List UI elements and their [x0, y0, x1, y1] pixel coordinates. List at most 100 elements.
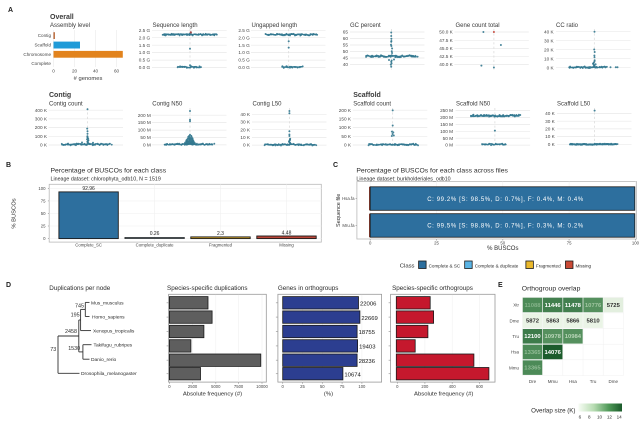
svg-text:Xtr: Xtr — [513, 303, 519, 308]
svg-text:100: 100 — [38, 186, 46, 191]
svg-text:0.0 G: 0.0 G — [139, 65, 151, 70]
svg-text:Hsa: Hsa — [569, 379, 577, 384]
svg-text:2.5 G: 2.5 G — [139, 28, 151, 33]
svg-text:0: 0 — [52, 69, 55, 74]
svg-text:400 K: 400 K — [35, 108, 48, 113]
svg-text:45: 45 — [343, 56, 349, 61]
svg-text:100: 100 — [632, 240, 640, 245]
svg-text:40 K: 40 K — [545, 111, 556, 116]
svg-text:14: 14 — [617, 415, 623, 420]
svg-text:40: 40 — [343, 62, 349, 67]
svg-text:Overlap size (K): Overlap size (K) — [531, 408, 575, 415]
svg-text:Genes in orthogroups: Genes in orthogroups — [278, 285, 339, 292]
svg-text:Complete_SC: Complete_SC — [75, 242, 102, 247]
svg-text:2.0 G: 2.0 G — [139, 35, 151, 40]
svg-text:10 K: 10 K — [240, 135, 251, 140]
svg-text:75: 75 — [41, 199, 46, 204]
svg-text:Drosophila_melanogaster: Drosophila_melanogaster — [81, 371, 137, 377]
svg-text:0: 0 — [43, 236, 46, 241]
svg-text:65: 65 — [343, 30, 349, 35]
svg-text:Mus_musculus: Mus_musculus — [91, 300, 124, 306]
svg-text:10776: 10776 — [585, 303, 602, 309]
svg-text:Sequence length: Sequence length — [153, 23, 198, 29]
svg-text:22006: 22006 — [360, 302, 377, 308]
svg-text:# genomes: # genomes — [74, 76, 103, 82]
svg-text:11446: 11446 — [545, 303, 562, 309]
svg-text:5863: 5863 — [546, 319, 560, 325]
svg-text:55: 55 — [343, 43, 349, 48]
svg-text:100 K: 100 K — [35, 134, 48, 139]
svg-text:0: 0 — [369, 240, 372, 245]
svg-text:Dre: Dre — [529, 379, 537, 384]
svg-text:% BUSCOs: % BUSCOs — [487, 246, 518, 252]
svg-text:0 M: 0 M — [445, 143, 453, 148]
svg-text:2.5 G: 2.5 G — [238, 28, 250, 33]
svg-text:50 M: 50 M — [443, 136, 454, 141]
svg-text:150 K: 150 K — [339, 117, 352, 122]
svg-text:0 K: 0 K — [548, 142, 556, 147]
svg-text:1.5 G: 1.5 G — [238, 43, 250, 48]
svg-text:Complete_duplicate: Complete_duplicate — [136, 242, 175, 247]
svg-text:200 M: 200 M — [138, 113, 151, 118]
svg-text:150 M: 150 M — [138, 120, 151, 125]
svg-text:Tru: Tru — [590, 379, 597, 384]
svg-text:100: 100 — [358, 384, 366, 389]
svg-text:GC percent: GC percent — [350, 23, 381, 29]
svg-text:6: 6 — [579, 415, 582, 420]
svg-text:Class: Class — [400, 263, 415, 269]
svg-text:12100: 12100 — [524, 334, 541, 340]
svg-text:Contig: Contig — [49, 92, 71, 99]
svg-text:Missing: Missing — [576, 263, 592, 268]
svg-text:10984: 10984 — [565, 334, 582, 340]
svg-text:0.5 G: 0.5 G — [238, 58, 250, 63]
svg-text:Contig count: Contig count — [49, 102, 83, 108]
svg-text:12: 12 — [607, 415, 613, 420]
svg-text:25: 25 — [434, 240, 439, 245]
svg-text:C: 99.5% [S: 98.8%, D: 0.7%],: C: 99.5% [S: 98.8%, D: 0.7%], F: 0.3%, M… — [427, 224, 584, 230]
svg-text:Takifugu_rubripes: Takifugu_rubripes — [94, 343, 133, 349]
svg-text:Hsa.fa: Hsa.fa — [342, 196, 355, 201]
svg-text:Chromosome: Chromosome — [23, 52, 51, 57]
svg-text:10000: 10000 — [256, 384, 268, 389]
svg-text:30 K: 30 K — [545, 119, 556, 124]
svg-text:5810: 5810 — [587, 319, 601, 325]
svg-text:Scaffold: Scaffold — [353, 92, 381, 99]
svg-text:Orthogroup overlap: Orthogroup overlap — [522, 286, 581, 293]
svg-text:Scaffold count: Scaffold count — [353, 102, 391, 108]
svg-text:600: 600 — [476, 384, 484, 389]
svg-text:Contig L50: Contig L50 — [253, 102, 283, 108]
svg-text:Contig: Contig — [38, 33, 52, 38]
svg-text:Sequence file: Sequence file — [336, 194, 342, 227]
svg-text:7500: 7500 — [234, 384, 244, 389]
svg-text:200 M: 200 M — [440, 115, 453, 120]
svg-text:73: 73 — [50, 347, 56, 353]
svg-text:50: 50 — [320, 384, 325, 389]
svg-text:0.0 G: 0.0 G — [238, 65, 250, 70]
svg-text:Absolute frequency (#): Absolute frequency (#) — [414, 392, 473, 398]
svg-text:40 K: 40 K — [240, 112, 251, 117]
svg-text:11088: 11088 — [524, 303, 541, 309]
svg-text:2.0 G: 2.0 G — [238, 35, 250, 40]
svg-text:4.48: 4.48 — [282, 230, 292, 236]
svg-text:50: 50 — [343, 49, 349, 54]
svg-text:47.5 K: 47.5 K — [439, 38, 453, 43]
svg-text:0: 0 — [282, 384, 285, 389]
svg-text:150 M: 150 M — [440, 122, 453, 127]
svg-text:C: C — [333, 162, 338, 169]
svg-text:195: 195 — [71, 312, 80, 318]
svg-text:20 K: 20 K — [545, 127, 556, 132]
svg-text:Contig N50: Contig N50 — [152, 102, 183, 108]
svg-text:Complete & SC: Complete & SC — [429, 263, 461, 268]
svg-text:10: 10 — [597, 415, 603, 420]
svg-text:Percentage of BUSCOs for each: Percentage of BUSCOs for each class acro… — [356, 168, 508, 175]
svg-text:A: A — [8, 7, 13, 14]
svg-text:Duplications per node: Duplications per node — [49, 285, 110, 292]
svg-text:C: 99.2% [S: 98.5%, D: 0.7%],: C: 99.2% [S: 98.5%, D: 0.7%], F: 0.4%, M… — [427, 197, 584, 203]
svg-text:5725: 5725 — [607, 303, 621, 309]
svg-text:92.96: 92.96 — [82, 186, 95, 192]
svg-text:0 K: 0 K — [547, 65, 555, 70]
svg-text:0.5 G: 0.5 G — [139, 58, 151, 63]
svg-text:2458: 2458 — [65, 329, 77, 335]
svg-text:300 K: 300 K — [35, 117, 48, 122]
svg-text:22669: 22669 — [361, 316, 377, 322]
